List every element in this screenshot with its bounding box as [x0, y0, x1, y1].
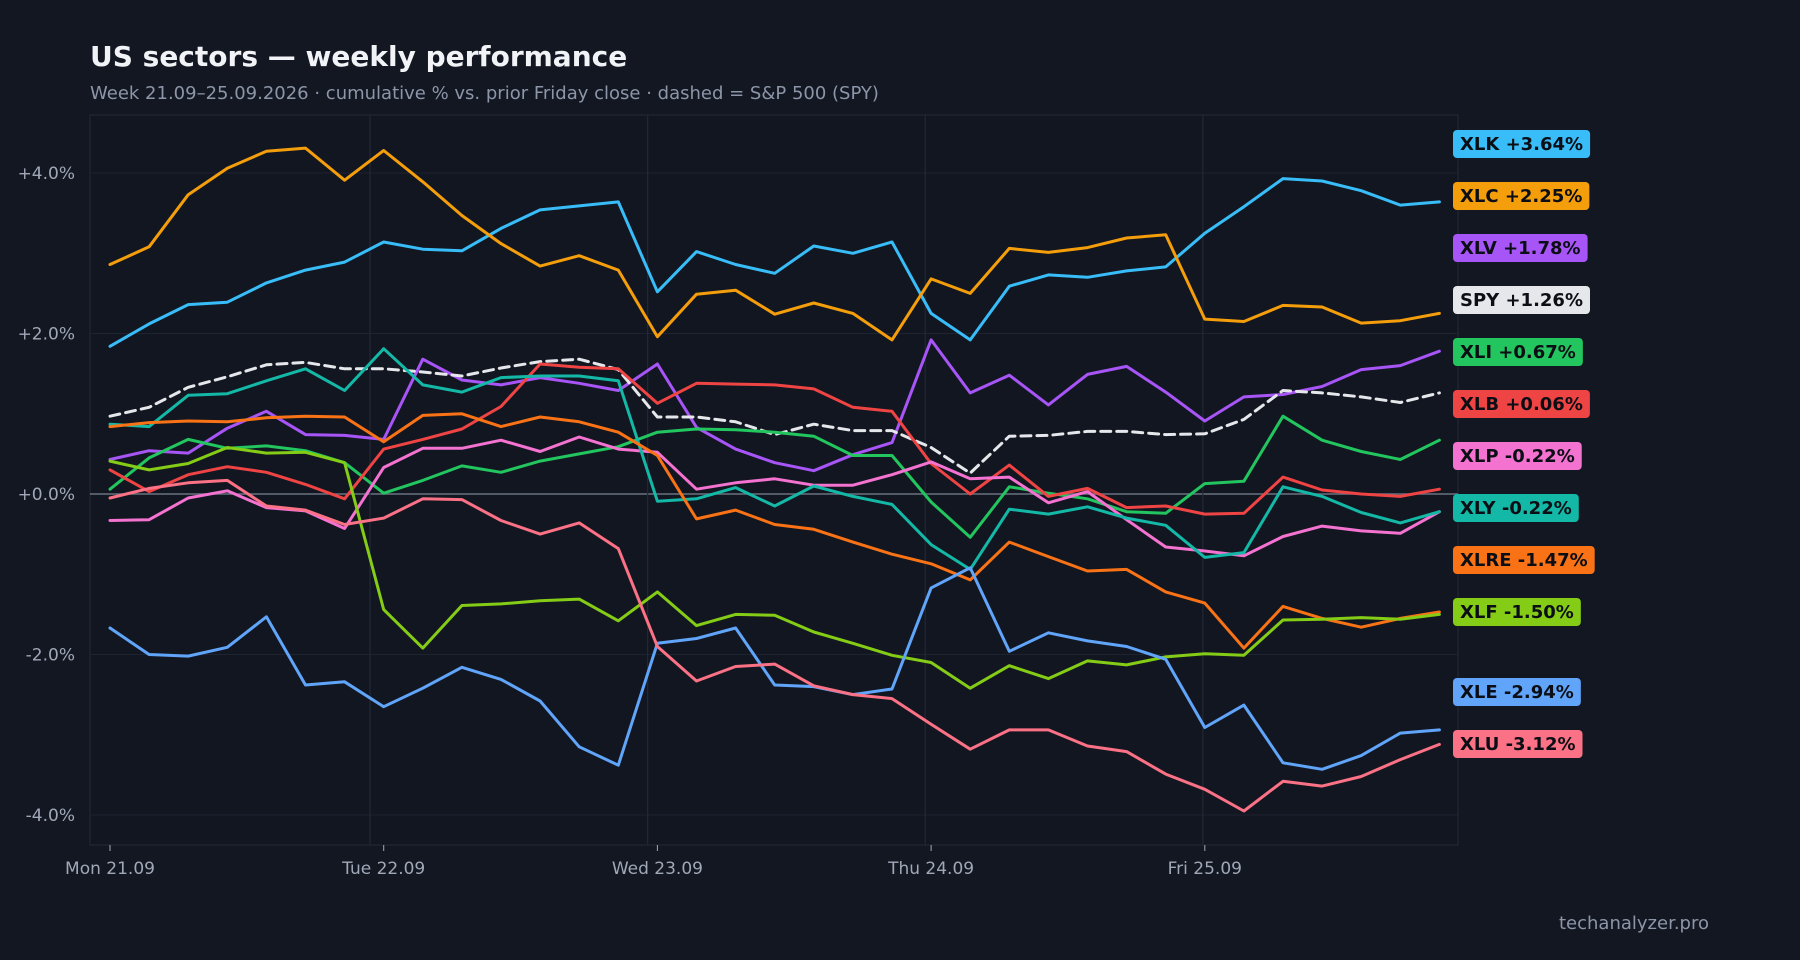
end-label-spy: SPY +1.26% [1453, 286, 1590, 314]
series-line-xlre [108, 412, 1441, 650]
end-label-badge [1453, 494, 1579, 522]
series-line-xlu [108, 478, 1441, 813]
end-label-text: XLB +0.06% [1460, 394, 1583, 415]
end-label-badge [1453, 234, 1588, 262]
chart-title: US sectors — weekly performance [90, 40, 628, 73]
x-tick-label: Mon 21.09 [65, 859, 155, 879]
end-label-xly: XLY -0.22% [1453, 494, 1579, 522]
x-tick-label: Wed 23.09 [612, 859, 703, 879]
end-label-text: XLC +2.25% [1460, 186, 1582, 207]
end-label-text: XLK +3.64% [1460, 134, 1583, 155]
end-label-badge [1453, 730, 1583, 758]
end-label-xlu: XLU -3.12% [1453, 730, 1583, 758]
series-line-xlb [108, 362, 1441, 516]
end-label-xli: XLI +0.67% [1453, 338, 1583, 366]
y-tick-label: +4.0% [18, 164, 75, 184]
end-label-badge [1453, 338, 1583, 366]
end-label-xle: XLE -2.94% [1453, 678, 1581, 706]
end-label-text: XLU -3.12% [1460, 734, 1576, 755]
end-label-badge [1453, 182, 1590, 210]
series-line-spy [108, 357, 1441, 475]
series-line-xlf [108, 446, 1441, 690]
y-tick-label: -2.0% [26, 646, 75, 666]
end-label-badge [1453, 442, 1582, 470]
end-label-badge [1453, 390, 1590, 418]
watermark: techanalyzer.pro [1559, 913, 1709, 934]
chart-subtitle: Week 21.09–25.09.2026 · cumulative % vs.… [90, 83, 879, 104]
series-line-xlk [108, 177, 1441, 348]
x-tick-label: Fri 25.09 [1168, 859, 1242, 879]
series-line-xle [108, 566, 1441, 771]
end-label-badge [1453, 130, 1591, 158]
x-tick-label: Tue 22.09 [341, 859, 425, 879]
end-label-xlf: XLF -1.50% [1453, 598, 1581, 626]
end-label-text: XLI +0.67% [1460, 342, 1576, 363]
series-line-xlc [108, 146, 1441, 342]
x-tick-label: Thu 24.09 [887, 859, 974, 879]
end-label-text: XLF -1.50% [1460, 602, 1574, 623]
y-tick-label: -4.0% [26, 806, 75, 826]
y-tick-label: +0.0% [18, 485, 75, 505]
end-label-badge [1453, 546, 1595, 574]
series-line-xlv [108, 338, 1441, 473]
end-label-text: SPY +1.26% [1460, 290, 1583, 311]
end-label-xlre: XLRE -1.47% [1453, 546, 1595, 574]
end-label-xlc: XLC +2.25% [1453, 182, 1590, 210]
end-label-xlb: XLB +0.06% [1453, 390, 1590, 418]
end-label-badge [1453, 598, 1581, 626]
end-label-badge [1453, 286, 1590, 314]
end-label-xlv: XLV +1.78% [1453, 234, 1588, 262]
series-line-xly [108, 347, 1441, 571]
y-tick-label: +2.0% [18, 325, 75, 345]
end-label-text: XLRE -1.47% [1460, 550, 1588, 571]
end-label-text: XLE -2.94% [1460, 682, 1574, 703]
end-label-xlp: XLP -0.22% [1453, 442, 1582, 470]
end-label-badge [1453, 678, 1581, 706]
end-label-text: XLY -0.22% [1460, 498, 1572, 519]
end-label-xlk: XLK +3.64% [1453, 130, 1591, 158]
end-label-text: XLV +1.78% [1460, 238, 1581, 259]
series-line-xlp [108, 435, 1441, 558]
end-label-text: XLP -0.22% [1460, 446, 1575, 467]
